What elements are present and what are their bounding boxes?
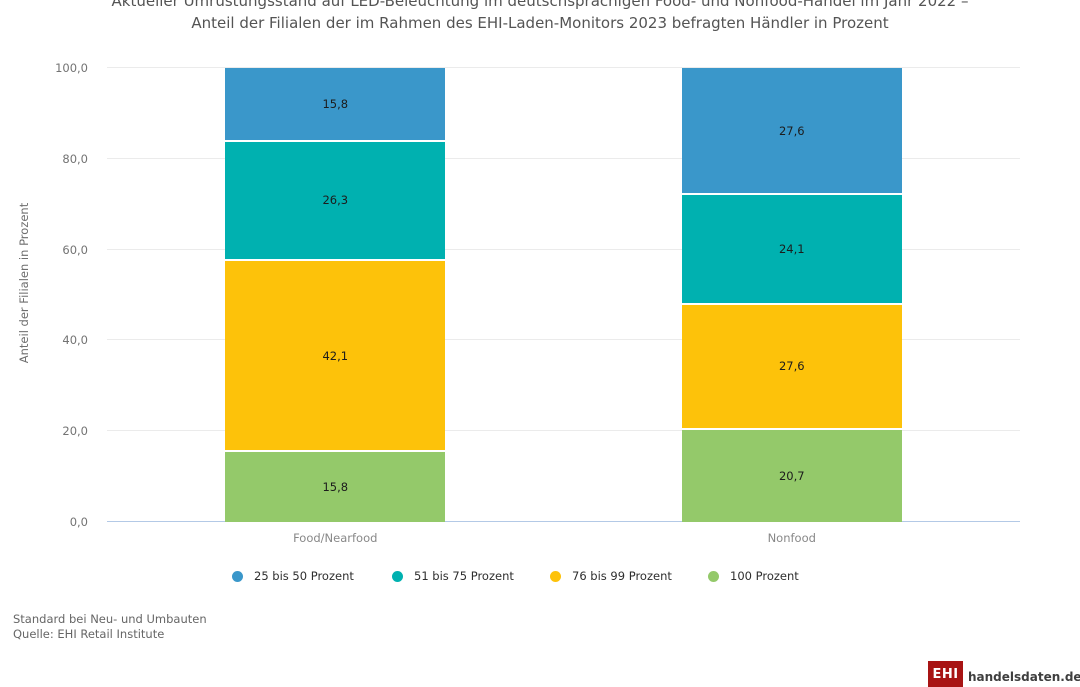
legend-item[interactable]: 100 Prozent bbox=[708, 569, 799, 583]
y-gridline bbox=[107, 430, 1020, 432]
legend-item[interactable]: 76 bis 99 Prozent bbox=[550, 569, 672, 583]
footer: Standard bei Neu- und Umbauten Quelle: E… bbox=[13, 612, 207, 642]
legend-item[interactable]: 25 bis 50 Prozent bbox=[232, 569, 354, 583]
value-label: 15,8 bbox=[322, 96, 349, 111]
bar-segment[interactable]: 24,1 bbox=[681, 193, 902, 303]
legend-dot-icon bbox=[232, 570, 243, 582]
x-category-label: Food/Nearfood bbox=[293, 531, 378, 545]
bar-segment[interactable]: 42,1 bbox=[225, 259, 446, 451]
x-category-label: Nonfood bbox=[767, 531, 816, 545]
y-tick-label: 60,0 bbox=[62, 242, 88, 257]
value-label: 27,6 bbox=[778, 359, 805, 374]
stacked-bar-nonfood: 27,6 24,1 27,6 20,7 bbox=[681, 68, 902, 522]
bar-segment[interactable]: 15,8 bbox=[225, 450, 446, 522]
y-tick-label: 20,0 bbox=[62, 424, 88, 439]
bar-segment[interactable]: 26,3 bbox=[225, 139, 446, 260]
chart-title-line1: Aktueller Umrüstungsstand auf LED-Beleuc… bbox=[111, 0, 969, 10]
value-label: 24,1 bbox=[778, 242, 805, 256]
chart-title-line2: Anteil der Filialen der im Rahmen des EH… bbox=[191, 14, 889, 32]
y-gridline bbox=[107, 157, 1020, 159]
footer-note: Standard bei Neu- und Umbauten bbox=[13, 612, 207, 626]
bar-segment[interactable]: 20,7 bbox=[681, 428, 902, 522]
y-tick-label: 100,0 bbox=[55, 61, 88, 75]
chart-title: Aktueller Umrüstungsstand auf LED-Beleuc… bbox=[0, 0, 1080, 34]
legend-label: 25 bis 50 Prozent bbox=[254, 569, 354, 583]
y-axis-label: Anteil der Filialen in Prozent bbox=[17, 202, 31, 364]
y-gridline bbox=[107, 339, 1020, 341]
y-tick-label: 40,0 bbox=[62, 333, 88, 348]
stacked-bar-food-nearfood: 15,8 26,3 42,1 15,8 bbox=[225, 68, 446, 522]
value-label: 20,7 bbox=[778, 468, 805, 483]
y-gridline bbox=[107, 67, 1020, 68]
y-gridline bbox=[107, 248, 1020, 250]
y-tick-label: 0,0 bbox=[69, 515, 88, 529]
y-tick-label: 80,0 bbox=[62, 151, 88, 166]
ehi-logo-badge: EHI bbox=[928, 661, 963, 687]
handelsdaten-logo: EHI handelsdaten.de bbox=[928, 661, 1080, 687]
legend-dot-icon bbox=[708, 570, 719, 582]
bar-segment[interactable]: 27,6 bbox=[681, 302, 902, 428]
legend: 25 bis 50 Prozent 51 bis 75 Prozent 76 bis… bbox=[0, 569, 1080, 591]
footer-source: Quelle: EHI Retail Institute bbox=[13, 627, 165, 641]
value-label: 26,3 bbox=[322, 193, 349, 208]
handelsdaten-logo-text: handelsdaten.de bbox=[968, 670, 1080, 684]
legend-dot-icon bbox=[392, 570, 403, 582]
legend-dot-icon bbox=[550, 570, 561, 582]
legend-label: 100 Prozent bbox=[730, 569, 799, 583]
legend-label: 76 bis 99 Prozent bbox=[572, 569, 672, 583]
plot-area: 0,0 20,0 40,0 60,0 80,0 100,0 15,8 26,3 42,1 15,8… bbox=[55, 61, 1020, 545]
bar-segment[interactable]: 27,6 bbox=[681, 68, 902, 194]
value-label: 15,8 bbox=[322, 480, 349, 495]
legend-item[interactable]: 51 bis 75 Prozent bbox=[392, 569, 514, 583]
value-label: 27,6 bbox=[778, 123, 805, 138]
value-label: 42,1 bbox=[322, 348, 349, 363]
legend-label: 51 bis 75 Prozent bbox=[414, 569, 514, 583]
bar-segment[interactable]: 15,8 bbox=[225, 68, 446, 140]
x-axis-line bbox=[107, 521, 1020, 522]
